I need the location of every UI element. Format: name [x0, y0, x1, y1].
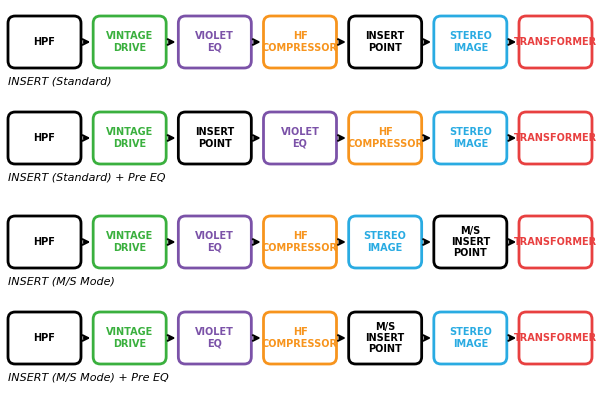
Text: M/S
INSERT
POINT: M/S INSERT POINT	[365, 322, 405, 354]
FancyBboxPatch shape	[434, 112, 507, 164]
Text: INSERT
POINT: INSERT POINT	[365, 31, 405, 53]
FancyBboxPatch shape	[519, 16, 592, 68]
FancyBboxPatch shape	[8, 312, 81, 364]
FancyBboxPatch shape	[178, 112, 251, 164]
FancyBboxPatch shape	[434, 16, 507, 68]
Text: TRANSFORMER: TRANSFORMER	[514, 333, 597, 343]
FancyBboxPatch shape	[349, 216, 422, 268]
Text: STEREO
IMAGE: STEREO IMAGE	[364, 231, 407, 253]
Text: INSERT (Standard) + Pre EQ: INSERT (Standard) + Pre EQ	[8, 172, 166, 182]
FancyBboxPatch shape	[93, 16, 166, 68]
FancyBboxPatch shape	[263, 112, 337, 164]
FancyBboxPatch shape	[8, 16, 81, 68]
FancyBboxPatch shape	[8, 112, 81, 164]
Text: HPF: HPF	[34, 37, 55, 47]
FancyBboxPatch shape	[178, 216, 251, 268]
Text: M/S
INSERT
POINT: M/S INSERT POINT	[451, 226, 490, 258]
Text: VINTAGE
DRIVE: VINTAGE DRIVE	[106, 127, 153, 149]
Text: TRANSFORMER: TRANSFORMER	[514, 237, 597, 247]
Text: INSERT
POINT: INSERT POINT	[195, 127, 235, 149]
Text: HPF: HPF	[34, 333, 55, 343]
FancyBboxPatch shape	[434, 312, 507, 364]
Text: VIOLET
EQ: VIOLET EQ	[196, 31, 234, 53]
Text: STEREO
IMAGE: STEREO IMAGE	[449, 327, 492, 349]
FancyBboxPatch shape	[349, 16, 422, 68]
FancyBboxPatch shape	[263, 16, 337, 68]
FancyBboxPatch shape	[349, 112, 422, 164]
FancyBboxPatch shape	[93, 216, 166, 268]
FancyBboxPatch shape	[8, 216, 81, 268]
Text: HF
COMPRESSOR: HF COMPRESSOR	[262, 31, 338, 53]
Text: VIOLET
EQ: VIOLET EQ	[281, 127, 319, 149]
FancyBboxPatch shape	[434, 216, 507, 268]
FancyBboxPatch shape	[349, 312, 422, 364]
FancyBboxPatch shape	[519, 312, 592, 364]
FancyBboxPatch shape	[93, 112, 166, 164]
Text: VIOLET
EQ: VIOLET EQ	[196, 327, 234, 349]
FancyBboxPatch shape	[178, 312, 251, 364]
Text: VINTAGE
DRIVE: VINTAGE DRIVE	[106, 327, 153, 349]
Text: HF
COMPRESSOR: HF COMPRESSOR	[262, 327, 338, 349]
Text: HF
COMPRESSOR: HF COMPRESSOR	[347, 127, 423, 149]
FancyBboxPatch shape	[519, 216, 592, 268]
Text: HF
COMPRESSOR: HF COMPRESSOR	[262, 231, 338, 253]
Text: VINTAGE
DRIVE: VINTAGE DRIVE	[106, 231, 153, 253]
Text: HPF: HPF	[34, 237, 55, 247]
Text: STEREO
IMAGE: STEREO IMAGE	[449, 127, 492, 149]
Text: VINTAGE
DRIVE: VINTAGE DRIVE	[106, 31, 153, 53]
FancyBboxPatch shape	[263, 216, 337, 268]
Text: INSERT (M/S Mode) + Pre EQ: INSERT (M/S Mode) + Pre EQ	[8, 372, 169, 382]
Text: VIOLET
EQ: VIOLET EQ	[196, 231, 234, 253]
Text: HPF: HPF	[34, 133, 55, 143]
FancyBboxPatch shape	[519, 112, 592, 164]
Text: INSERT (Standard): INSERT (Standard)	[8, 76, 112, 86]
FancyBboxPatch shape	[178, 16, 251, 68]
FancyBboxPatch shape	[93, 312, 166, 364]
Text: STEREO
IMAGE: STEREO IMAGE	[449, 31, 492, 53]
Text: INSERT (M/S Mode): INSERT (M/S Mode)	[8, 276, 115, 286]
Text: TRANSFORMER: TRANSFORMER	[514, 37, 597, 47]
Text: TRANSFORMER: TRANSFORMER	[514, 133, 597, 143]
FancyBboxPatch shape	[263, 312, 337, 364]
